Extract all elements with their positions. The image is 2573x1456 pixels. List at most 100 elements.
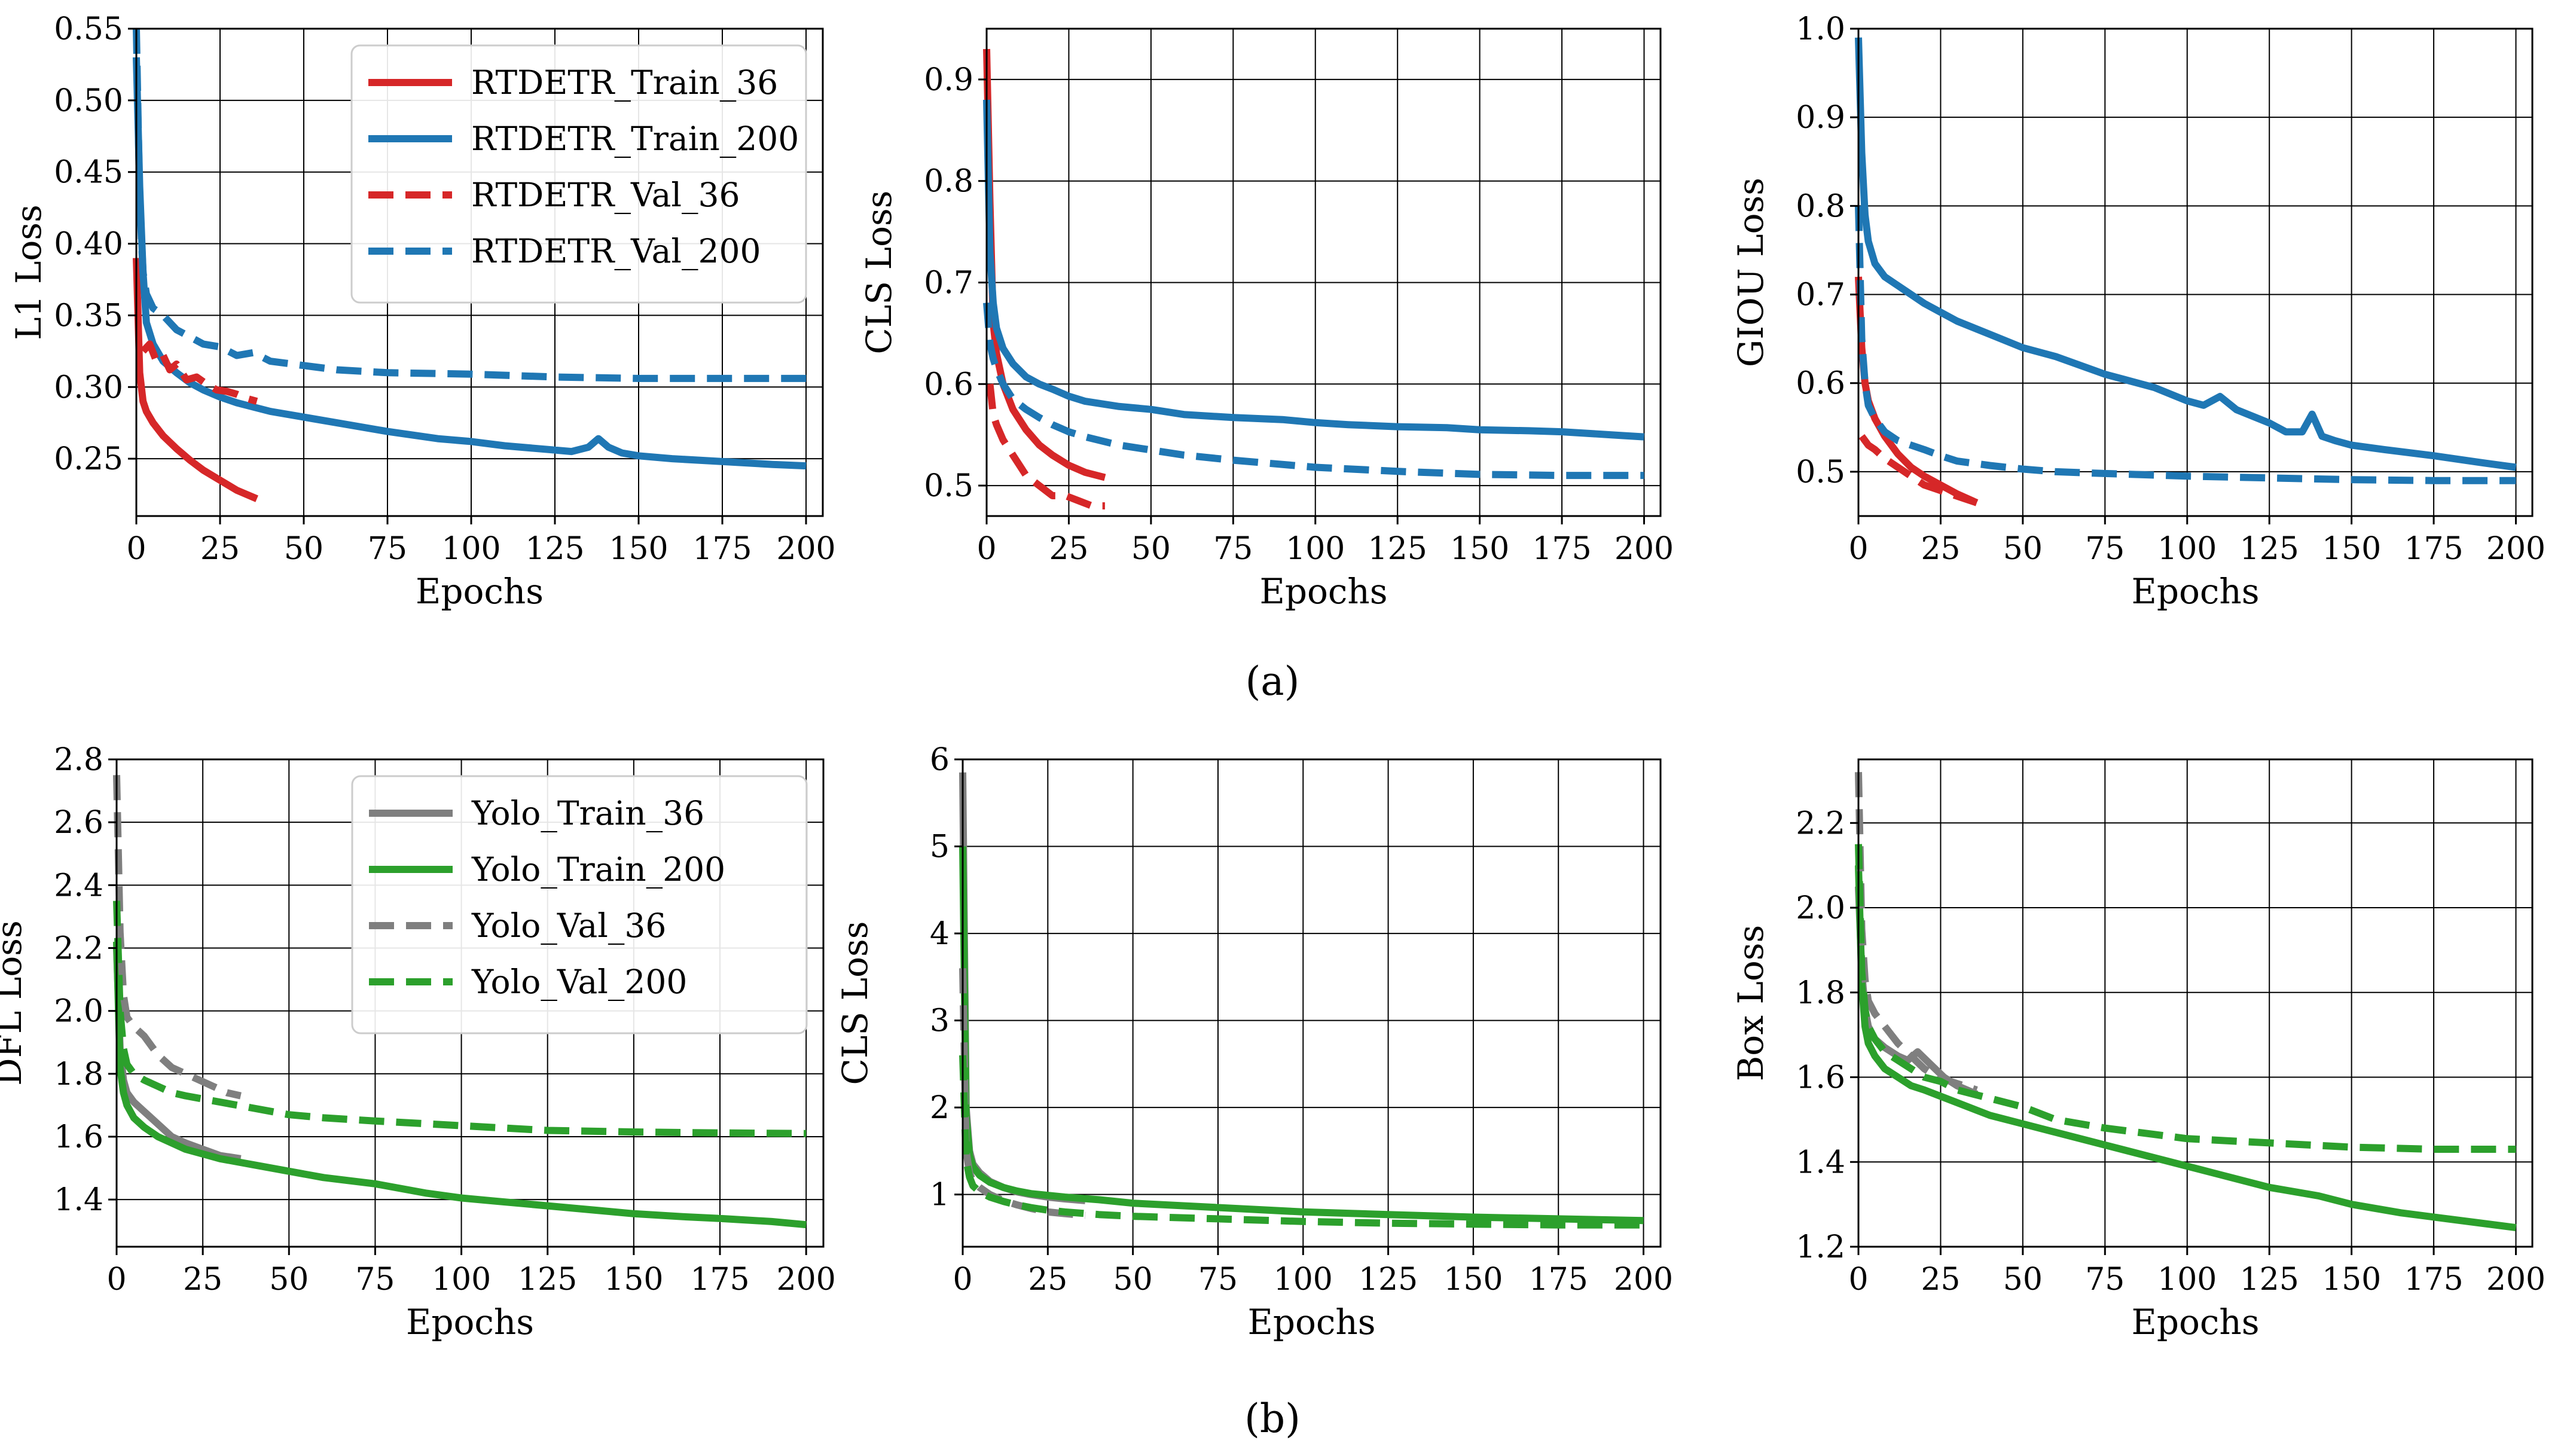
y-tick-label: 0.25 <box>54 441 123 477</box>
y-tick-label: 0.7 <box>924 265 973 301</box>
y-tick-label: 4 <box>930 916 950 952</box>
x-tick-label: 0 <box>1848 531 1868 567</box>
chart-b3: 0 25 50 75 100 125 150 175 200 1.2 1.4 1.6 1.8 2.0 2.2… <box>1730 758 2545 1342</box>
legend-label: Yolo_Train_200 <box>471 850 725 889</box>
y-tick-label: 0.9 <box>924 62 973 98</box>
legend-label: RTDETR_Train_200 <box>471 120 799 158</box>
x-tick-label: 200 <box>777 1262 836 1298</box>
x-tick-label: 125 <box>518 1262 577 1298</box>
x-tick-label: 125 <box>525 531 584 567</box>
x-tick-label: 175 <box>1532 531 1591 567</box>
series-line-rtdetr-val-200 <box>983 302 1644 480</box>
y-tick-label: 2.8 <box>54 742 103 778</box>
chart-b2: 0 25 50 75 100 125 150 175 200 1 2 3 4 5 6 Epochs CLS Lo… <box>835 742 1673 1342</box>
x-tick-label: 100 <box>1274 1262 1333 1298</box>
x-tick-label: 25 <box>200 531 240 567</box>
series-line-yolo-train-200 <box>959 846 1644 1225</box>
legend-label: Yolo_Val_200 <box>471 963 687 1001</box>
series-line-rtdetr-train-200 <box>1855 37 2517 471</box>
x-tick-label: 50 <box>1131 531 1171 567</box>
series-line-rtdetr-val-36 <box>986 383 1105 509</box>
y-tick-label: 0.7 <box>1796 277 1845 313</box>
x-tick-label: 175 <box>690 1262 749 1298</box>
x-tick-label: 125 <box>1359 1262 1418 1298</box>
x-tick-label: 50 <box>2003 531 2043 567</box>
x-tick-label: 25 <box>183 1262 222 1298</box>
x-tick-label: 0 <box>976 531 996 567</box>
y-tick-label: 0.45 <box>54 155 123 191</box>
y-tick-label: 2.6 <box>54 805 103 841</box>
series-line-yolo-val-200 <box>113 901 807 1137</box>
legend-label: RTDETR_Val_36 <box>471 176 740 214</box>
x-tick-label: 75 <box>368 531 407 567</box>
y-tick-label: 0.5 <box>924 468 973 504</box>
x-tick-label: 100 <box>1286 531 1345 567</box>
y-tick-label: 1 <box>930 1177 950 1213</box>
x-tick-label: 150 <box>1443 1262 1503 1298</box>
y-tick-label: 2.0 <box>1796 890 1845 926</box>
y-tick-label: 0.6 <box>1796 366 1845 402</box>
x-axis-label: Epochs <box>1260 571 1388 612</box>
panel-label-a: (a) <box>1246 658 1300 704</box>
x-tick-label: 25 <box>1049 531 1088 567</box>
plot-frame <box>135 28 824 517</box>
legend-label: RTDETR_Train_36 <box>471 63 778 102</box>
y-tick-label: 1.2 <box>1796 1229 1845 1265</box>
chart-a1: 0 25 50 75 100 125 150 175 200 0.25 0.30 0.35 0.40 0.… <box>8 11 836 612</box>
y-tick-label: 5 <box>930 829 950 865</box>
y-axis-label: CLS Loss <box>859 190 899 354</box>
x-tick-label: 150 <box>1450 531 1509 567</box>
y-tick-label: 0.8 <box>1796 188 1845 224</box>
series-line-rtdetr-train-36 <box>133 258 258 502</box>
chart-a2: 0 25 50 75 100 125 150 175 200 0.5 0.6 0.7 0.8 0.9 Epo… <box>859 28 1674 612</box>
y-tick-label: 2.2 <box>54 930 103 966</box>
legend: RTDETR_Train_36 RTDETR_Train_200 RTDETR_Va… <box>350 44 807 304</box>
x-tick-label: 150 <box>2322 1262 2381 1298</box>
y-tick-label: 1.0 <box>1796 11 1845 47</box>
series-line-yolo-val-200 <box>959 1055 1644 1229</box>
y-tick-label: 1.8 <box>54 1057 103 1092</box>
x-tick-label: 200 <box>776 531 835 567</box>
y-tick-label: 0.30 <box>54 370 123 405</box>
x-axis-label: Epochs <box>2132 571 2260 612</box>
x-tick-label: 175 <box>1529 1262 1588 1298</box>
series-line-rtdetr-train-200 <box>133 57 807 470</box>
x-tick-label: 0 <box>1848 1262 1868 1298</box>
y-tick-label: 0.40 <box>54 227 123 262</box>
y-axis-label: GIOU Loss <box>1730 178 1771 367</box>
y-tick-label: 0.50 <box>54 83 123 119</box>
plot-frame <box>1857 758 2534 1248</box>
x-tick-label: 200 <box>1614 531 1674 567</box>
y-tick-label: 1.8 <box>1796 975 1845 1011</box>
y-axis-label: DFL Loss <box>0 920 29 1086</box>
y-axis-label: Box Loss <box>1730 925 1771 1082</box>
x-tick-label: 200 <box>1614 1262 1673 1298</box>
y-tick-label: 0.8 <box>924 164 973 200</box>
x-tick-label: 175 <box>692 531 752 567</box>
chart-b1: 0 25 50 75 100 125 150 175 200 1.4 1.6 1.8 2.0 2.2 2.4… <box>0 742 836 1342</box>
plot-frame <box>115 758 825 1248</box>
x-tick-label: 150 <box>609 531 668 567</box>
y-tick-label: 0.5 <box>1796 454 1845 490</box>
x-tick-label: 175 <box>2404 1262 2463 1298</box>
x-tick-label: 150 <box>2322 531 2381 567</box>
y-tick-label: 1.4 <box>1796 1144 1845 1180</box>
plot-frame <box>1857 28 2534 517</box>
x-tick-label: 150 <box>604 1262 663 1298</box>
plot-frame <box>985 28 1662 517</box>
panel-label-b: (b) <box>1244 1396 1301 1442</box>
x-tick-label: 50 <box>284 531 323 567</box>
x-tick-label: 200 <box>2486 1262 2545 1298</box>
x-tick-label: 100 <box>2157 1262 2217 1298</box>
x-axis-label: Epochs <box>416 571 544 612</box>
series-line-rtdetr-val-200 <box>133 28 806 382</box>
y-axis-label: CLS Loss <box>835 921 875 1085</box>
y-tick-label: 3 <box>930 1003 950 1039</box>
y-tick-label: 6 <box>930 742 950 778</box>
x-tick-label: 100 <box>441 531 500 567</box>
x-tick-label: 75 <box>1198 1262 1238 1298</box>
x-tick-label: 0 <box>953 1262 972 1298</box>
y-tick-label: 2.2 <box>1796 805 1845 841</box>
y-tick-label: 2.4 <box>54 868 103 903</box>
